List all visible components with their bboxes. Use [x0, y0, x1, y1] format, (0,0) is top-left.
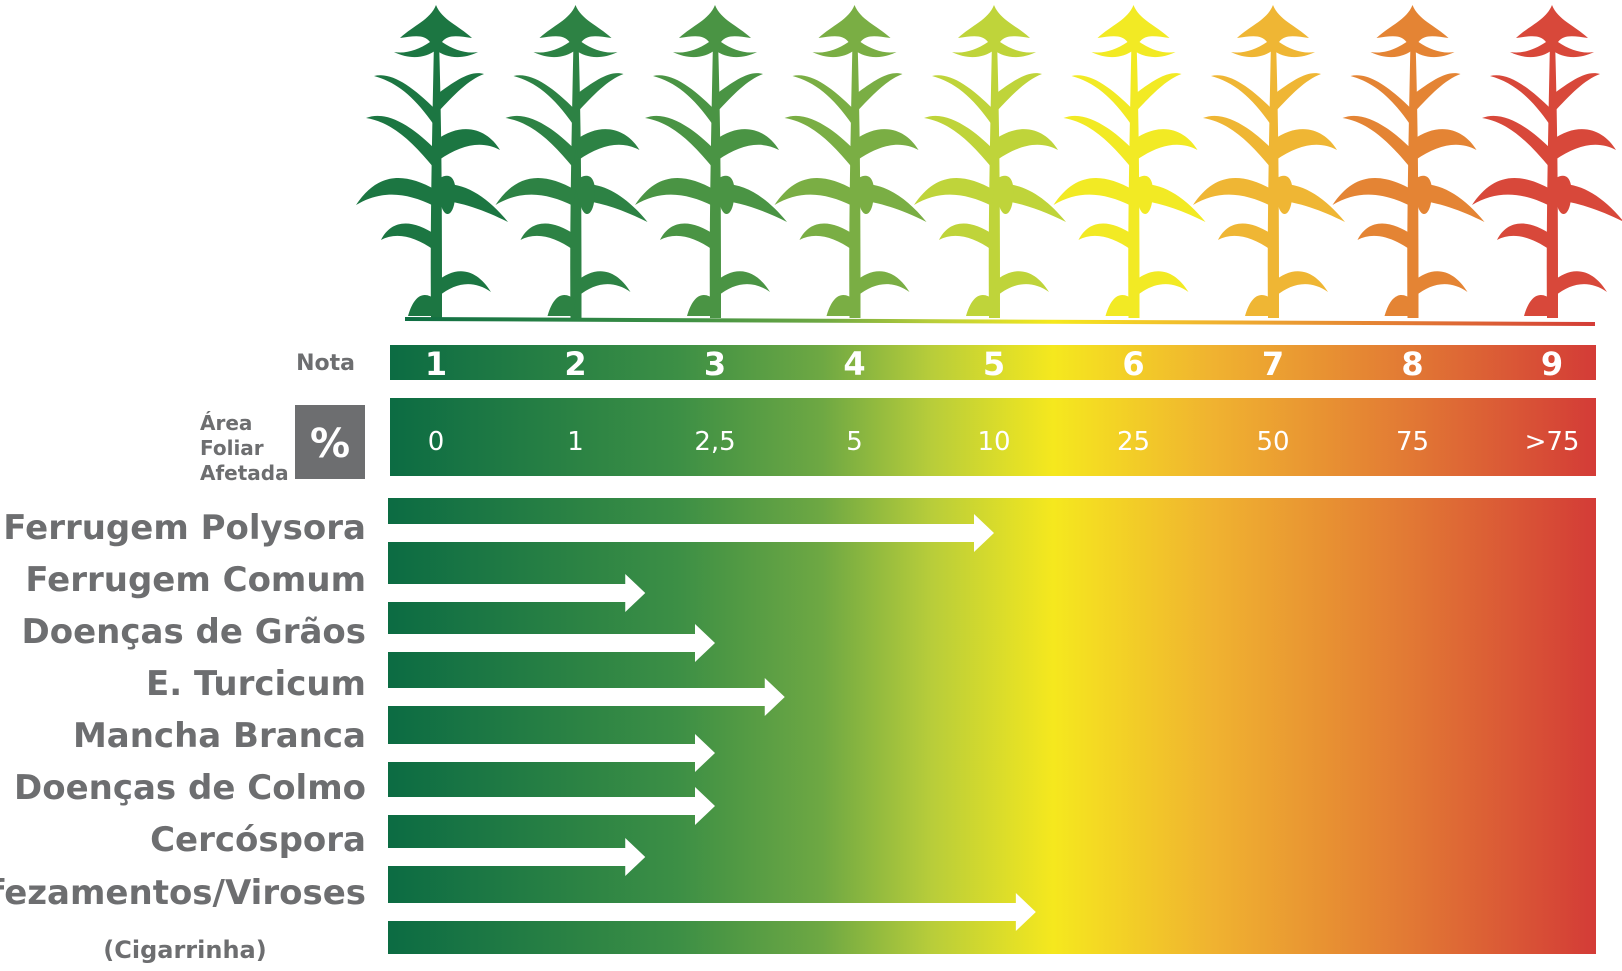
disease-arrow — [388, 514, 994, 552]
corn-plant-3 — [635, 5, 787, 318]
nota-scale-bar — [390, 345, 1596, 380]
area-tick-7: 50 — [1256, 427, 1289, 457]
ground-line — [404, 317, 1596, 326]
nota-tick-3: 3 — [704, 345, 726, 383]
corn-plant-9 — [1472, 5, 1622, 318]
percent-symbol: % — [310, 421, 350, 467]
corn-plant-8 — [1332, 5, 1485, 318]
disease-label: Doenças de Colmo — [14, 768, 366, 808]
nota-tick-labels: 1 2 3 4 5 6 7 8 9 — [425, 345, 1563, 383]
nota-label: Nota — [296, 351, 355, 376]
disease-panel — [388, 498, 1596, 954]
nota-tick-2: 2 — [564, 345, 586, 383]
disease-arrows — [388, 514, 1036, 931]
percent-box — [295, 405, 365, 479]
area-label-line-3: Afetada — [200, 461, 289, 485]
nota-tick-7: 7 — [1262, 345, 1284, 383]
corn-plant-5 — [914, 5, 1066, 318]
area-label-line-1: Área — [200, 411, 252, 435]
nota-tick-6: 6 — [1122, 345, 1144, 383]
disease-label: Cercóspora — [150, 820, 366, 860]
disease-label: Enfezamentos/Viroses — [0, 873, 366, 913]
area-tick-5: 10 — [977, 427, 1010, 457]
area-tick-9: >75 — [1525, 427, 1580, 457]
disease-label: Mancha Branca — [73, 716, 366, 756]
area-label-line-2: Foliar — [200, 436, 264, 460]
category-note: (Cigarrinha) — [103, 936, 266, 964]
disease-label: Doenças de Grãos — [22, 612, 366, 652]
corn-plant-7 — [1193, 5, 1345, 318]
disease-arrow — [388, 838, 646, 876]
disease-arrow — [388, 624, 715, 662]
area-tick-4: 5 — [846, 427, 863, 457]
nota-tick-5: 5 — [983, 345, 1005, 383]
corn-plant-6 — [1053, 5, 1206, 318]
disease-arrow — [388, 893, 1036, 931]
disease-label: Ferrugem Polysora — [3, 508, 366, 548]
disease-label: Ferrugem Comum — [25, 560, 366, 600]
area-scale-bar — [390, 398, 1596, 476]
area-tick-3: 2,5 — [694, 427, 735, 457]
disease-labels: Ferrugem Polysora Ferrugem Comum Doenças d… — [0, 508, 366, 913]
disease-arrow — [388, 678, 785, 716]
nota-tick-1: 1 — [425, 345, 447, 383]
nota-tick-9: 9 — [1541, 345, 1563, 383]
area-tick-labels: 0 1 2,5 5 10 25 50 75 >75 — [428, 427, 1580, 457]
area-tick-1: 0 — [428, 427, 445, 457]
area-tick-6: 25 — [1117, 427, 1150, 457]
corn-plant-4 — [774, 5, 927, 318]
corn-plant-1 — [356, 5, 508, 318]
disease-arrow — [388, 734, 715, 772]
disease-arrow — [388, 574, 646, 612]
corn-plant-2 — [495, 5, 648, 318]
area-tick-2: 1 — [567, 427, 584, 457]
disease-arrow — [388, 787, 715, 825]
disease-label: E. Turcicum — [146, 664, 366, 704]
plant-illustrations — [356, 5, 1622, 318]
area-tick-8: 75 — [1396, 427, 1429, 457]
nota-tick-8: 8 — [1401, 345, 1423, 383]
nota-tick-4: 4 — [843, 345, 865, 383]
